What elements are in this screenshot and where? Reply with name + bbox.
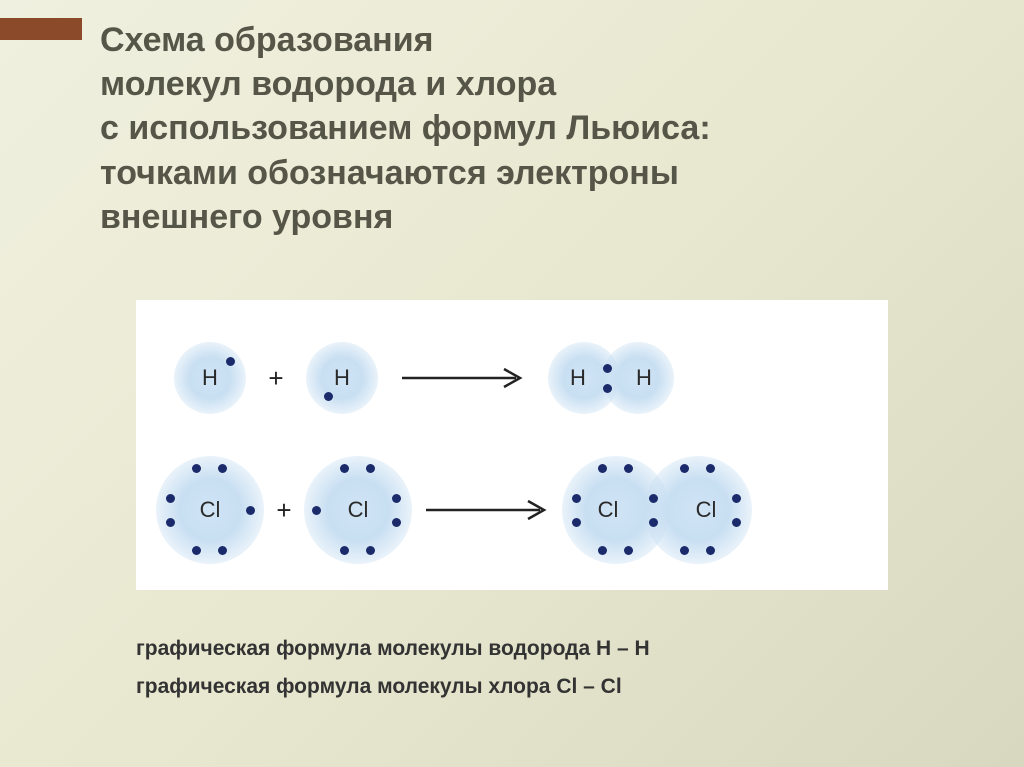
- electron-dot: [166, 518, 175, 527]
- electron-dot: [246, 506, 255, 515]
- electron-dot: [166, 494, 175, 503]
- electron-cloud: Cl: [304, 456, 412, 564]
- formula-h2: графическая формула молекулы водорода H …: [136, 630, 896, 668]
- electron-dot: [732, 518, 741, 527]
- plus-sign: +: [246, 363, 306, 394]
- electron-dot: [366, 464, 375, 473]
- electron-dot: [392, 494, 401, 503]
- electron-dot: [572, 494, 581, 503]
- title-line-5: внешнего уровня: [100, 195, 920, 239]
- electron-cloud: H: [548, 342, 620, 414]
- electron-dot: [603, 364, 612, 373]
- arrow-icon: [422, 498, 552, 522]
- cl2-molecule: Cl Cl: [562, 456, 752, 564]
- arrow-icon: [398, 366, 528, 390]
- title-line-3: с использованием формул Льюиса:: [100, 106, 920, 150]
- electron-dot: [598, 546, 607, 555]
- electron-cloud: H: [174, 342, 246, 414]
- plus-sign: +: [264, 495, 304, 526]
- title-line-4: точками обозначаются электроны: [100, 151, 920, 195]
- electron-dot: [192, 464, 201, 473]
- h-atom-right: H: [306, 342, 378, 414]
- title-line-1: Схема образования: [100, 18, 920, 62]
- electron-dot: [706, 546, 715, 555]
- formula-value: H – H: [596, 637, 650, 660]
- formula-value: Cl – Cl: [556, 675, 621, 698]
- hydrogen-row: H + H H H: [136, 328, 888, 428]
- accent-bar: [0, 18, 82, 40]
- electron-dot: [340, 546, 349, 555]
- electron-dot: [706, 464, 715, 473]
- element-symbol: Cl: [598, 497, 619, 523]
- element-symbol: Cl: [696, 497, 717, 523]
- electron-dot: [603, 384, 612, 393]
- electron-dot: [218, 464, 227, 473]
- lewis-diagram-panel: H + H H H: [136, 300, 888, 590]
- formula-cl2: графическая формула молекулы хлора Cl – …: [136, 668, 896, 706]
- chlorine-row: Cl + Cl: [136, 450, 888, 570]
- electron-dot: [680, 546, 689, 555]
- electron-cloud: Cl: [562, 456, 670, 564]
- electron-dot: [624, 546, 633, 555]
- electron-dot: [649, 494, 658, 503]
- electron-dot: [366, 546, 375, 555]
- formula-label: графическая формула молекулы водорода: [136, 637, 596, 660]
- electron-dot: [649, 518, 658, 527]
- h-atom-left: H: [174, 342, 246, 414]
- electron-cloud: H: [306, 342, 378, 414]
- electron-dot: [312, 506, 321, 515]
- reaction-arrow: [378, 366, 548, 390]
- reaction-arrow: [412, 498, 562, 522]
- electron-dot: [218, 546, 227, 555]
- title-line-2: молекул водорода и хлора: [100, 62, 920, 106]
- electron-dot: [324, 392, 333, 401]
- h2-molecule: H H: [548, 342, 674, 414]
- cl-atom-right: Cl: [304, 456, 412, 564]
- electron-dot: [624, 464, 633, 473]
- electron-dot: [732, 494, 741, 503]
- element-symbol: H: [636, 365, 652, 391]
- element-symbol: H: [570, 365, 586, 391]
- footer-formulas: графическая формула молекулы водорода H …: [136, 630, 896, 706]
- formula-label: графическая формула молекулы хлора: [136, 675, 556, 698]
- electron-cloud: Cl: [156, 456, 264, 564]
- electron-dot: [598, 464, 607, 473]
- electron-dot: [680, 464, 689, 473]
- element-symbol: Cl: [200, 497, 221, 523]
- electron-dot: [340, 464, 349, 473]
- title-block: Схема образования молекул водорода и хло…: [100, 18, 920, 239]
- element-symbol: Cl: [348, 497, 369, 523]
- electron-dot: [192, 546, 201, 555]
- electron-dot: [392, 518, 401, 527]
- electron-dot: [226, 357, 235, 366]
- cl-atom-left: Cl: [156, 456, 264, 564]
- element-symbol: H: [334, 365, 350, 391]
- electron-dot: [572, 518, 581, 527]
- element-symbol: H: [202, 365, 218, 391]
